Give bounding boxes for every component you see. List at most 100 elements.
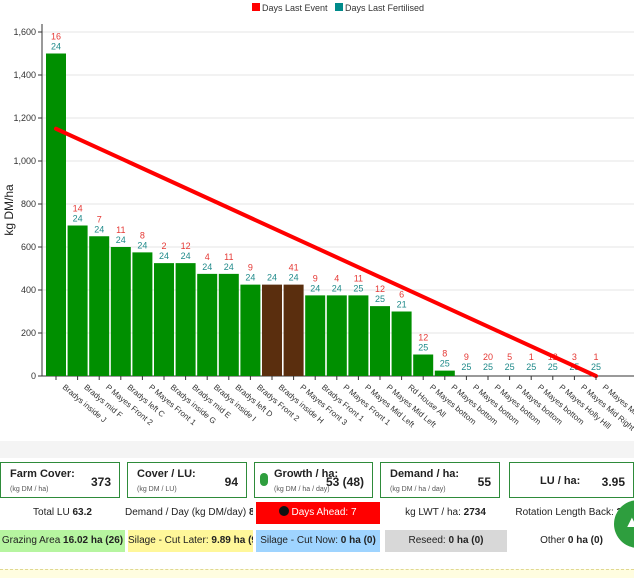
days-last-fertilised-label: 25	[440, 359, 450, 369]
days-last-fertilised-label: 24	[245, 273, 255, 283]
days-ahead-cell: Days Ahead: 7	[256, 502, 380, 524]
days-last-event-label: 8	[442, 349, 447, 359]
days-last-event-label: 12	[181, 241, 191, 251]
bar[interactable]	[305, 295, 326, 376]
silage-cut-later-label: Silage - Cut Later:	[128, 535, 209, 546]
bar[interactable]	[110, 247, 131, 376]
reseed-cell[interactable]: Reseed: 0 ha (0)	[385, 530, 507, 552]
bar[interactable]	[218, 273, 239, 376]
bar[interactable]	[262, 284, 282, 376]
demand-value: 55	[477, 475, 491, 489]
growth-value: 53 (48)	[325, 475, 364, 489]
kg-lwt-value: 2734	[463, 507, 486, 518]
days-last-event-label: 6	[399, 290, 404, 300]
days-last-fertilised-label: 24	[51, 42, 61, 52]
bottom-notice-bar	[0, 569, 634, 578]
other-label: Other	[540, 535, 566, 546]
floating-action-button[interactable]: ▲	[614, 500, 634, 548]
days-last-fertilised-label: 25	[505, 362, 515, 372]
days-last-event-label: 14	[73, 204, 83, 214]
bar[interactable]	[413, 354, 434, 377]
bar[interactable]	[132, 252, 153, 376]
y-tick-label: 1,200	[13, 113, 36, 123]
bar[interactable]	[46, 53, 66, 377]
growth-indicator-icon	[260, 473, 268, 486]
days-ahead-dot-icon	[279, 506, 290, 516]
bar[interactable]	[348, 295, 369, 376]
days-last-fertilised-label: 24	[116, 235, 126, 245]
demand-day-label: Demand / Day (kg DM/day)	[125, 507, 247, 518]
grazing-area-cell[interactable]: Grazing Area 16.02 ha (26)	[0, 530, 125, 552]
bar[interactable]	[197, 273, 218, 376]
days-last-event-label: 4	[334, 273, 339, 283]
days-last-event-label: 7	[97, 214, 102, 224]
days-last-fertilised-label: 25	[483, 362, 493, 372]
growth-title: Growth / ha:	[274, 468, 339, 480]
chevron-up-icon: ▲	[624, 514, 634, 531]
days-last-fertilised-label: 25	[548, 362, 558, 372]
cover-lu-value: 94	[224, 475, 238, 489]
days-last-event-label: 9	[464, 352, 469, 362]
cover-lu-card: Cover / LU: (kg DM / LU) 94	[127, 462, 247, 498]
kg-lwt-cell: kg LWT / ha: 2734	[383, 502, 508, 524]
rotation-length-label: Rotation Length Back:	[515, 507, 614, 518]
days-last-fertilised-label: 21	[397, 300, 407, 310]
demand-day-value: 876	[248, 507, 253, 518]
days-last-event-label: 1	[593, 352, 598, 362]
bar[interactable]	[370, 306, 390, 376]
legend-swatch	[252, 3, 260, 11]
bar[interactable]	[391, 311, 412, 377]
bar[interactable]	[89, 236, 110, 376]
demand-title: Demand / ha:	[390, 468, 460, 480]
farm-cover-unit: (kg DM / ha)	[10, 486, 49, 493]
bar[interactable]	[175, 263, 196, 376]
days-last-event-label: 9	[313, 273, 318, 283]
days-last-event-label: 1	[529, 352, 534, 362]
bar[interactable]	[326, 295, 347, 376]
days-last-event-label: 11	[354, 273, 363, 283]
y-tick-label: 600	[21, 242, 36, 252]
days-last-fertilised-label: 25	[526, 362, 536, 372]
days-last-event-label: 8	[140, 230, 145, 240]
farm-cover-value: 373	[90, 475, 111, 489]
days-last-fertilised-label: 25	[591, 362, 601, 372]
bar[interactable]	[154, 263, 174, 376]
days-ahead-label: Days Ahead:	[291, 507, 349, 518]
bar[interactable]	[240, 284, 261, 376]
reseed-label: Reseed:	[408, 535, 446, 546]
lu-ha-title: LU / ha:	[540, 475, 581, 487]
farm-cover-title: Farm Cover:	[10, 468, 75, 480]
total-lu-label: Total LU	[33, 507, 70, 518]
legend-entry[interactable]: Days Last Event	[262, 3, 328, 13]
bar[interactable]	[67, 225, 88, 377]
days-last-fertilised-label: 24	[137, 240, 147, 250]
bar[interactable]	[434, 370, 455, 376]
days-last-fertilised-label: 24	[332, 283, 342, 293]
growth-card[interactable]: Growth / ha: (kg DM / ha / day) 53 (48)	[254, 462, 373, 498]
separator-band	[0, 441, 634, 458]
lu-ha-card: LU / ha: 3.95	[509, 462, 634, 498]
silage-cut-now-cell[interactable]: Silage - Cut Now: 0 ha (0)	[256, 530, 380, 552]
days-last-event-label: 3	[572, 352, 577, 362]
legend-entry[interactable]: Days Last Fertilised	[345, 3, 424, 13]
days-last-event-label: 5	[507, 352, 512, 362]
days-last-event-label: 20	[483, 352, 493, 362]
silage-cut-later-cell[interactable]: Silage - Cut Later: 9.89 ha (9)	[128, 530, 253, 552]
other-cell[interactable]: Other 0 ha (0)	[509, 530, 634, 552]
days-last-event-label: 41	[289, 263, 299, 273]
silage-cut-now-value: 0 ha (0)	[340, 535, 376, 546]
days-last-fertilised-label: 24	[73, 214, 83, 224]
legend-swatch	[335, 3, 343, 11]
other-value: 0 ha (0)	[567, 535, 603, 546]
cover-lu-unit: (kg DM / LU)	[137, 486, 177, 493]
bar[interactable]	[283, 284, 304, 376]
kg-lwt-label: kg LWT / ha:	[405, 507, 461, 518]
trend-line-path	[54, 126, 598, 378]
y-tick-label: 0	[31, 371, 36, 381]
bars	[46, 53, 455, 377]
lu-ha-value: 3.95	[601, 475, 625, 489]
days-last-fertilised-label: 24	[224, 262, 234, 272]
farm-cover-card: Farm Cover: (kg DM / ha) 373	[0, 462, 120, 498]
days-last-event-label: 2	[161, 241, 166, 251]
